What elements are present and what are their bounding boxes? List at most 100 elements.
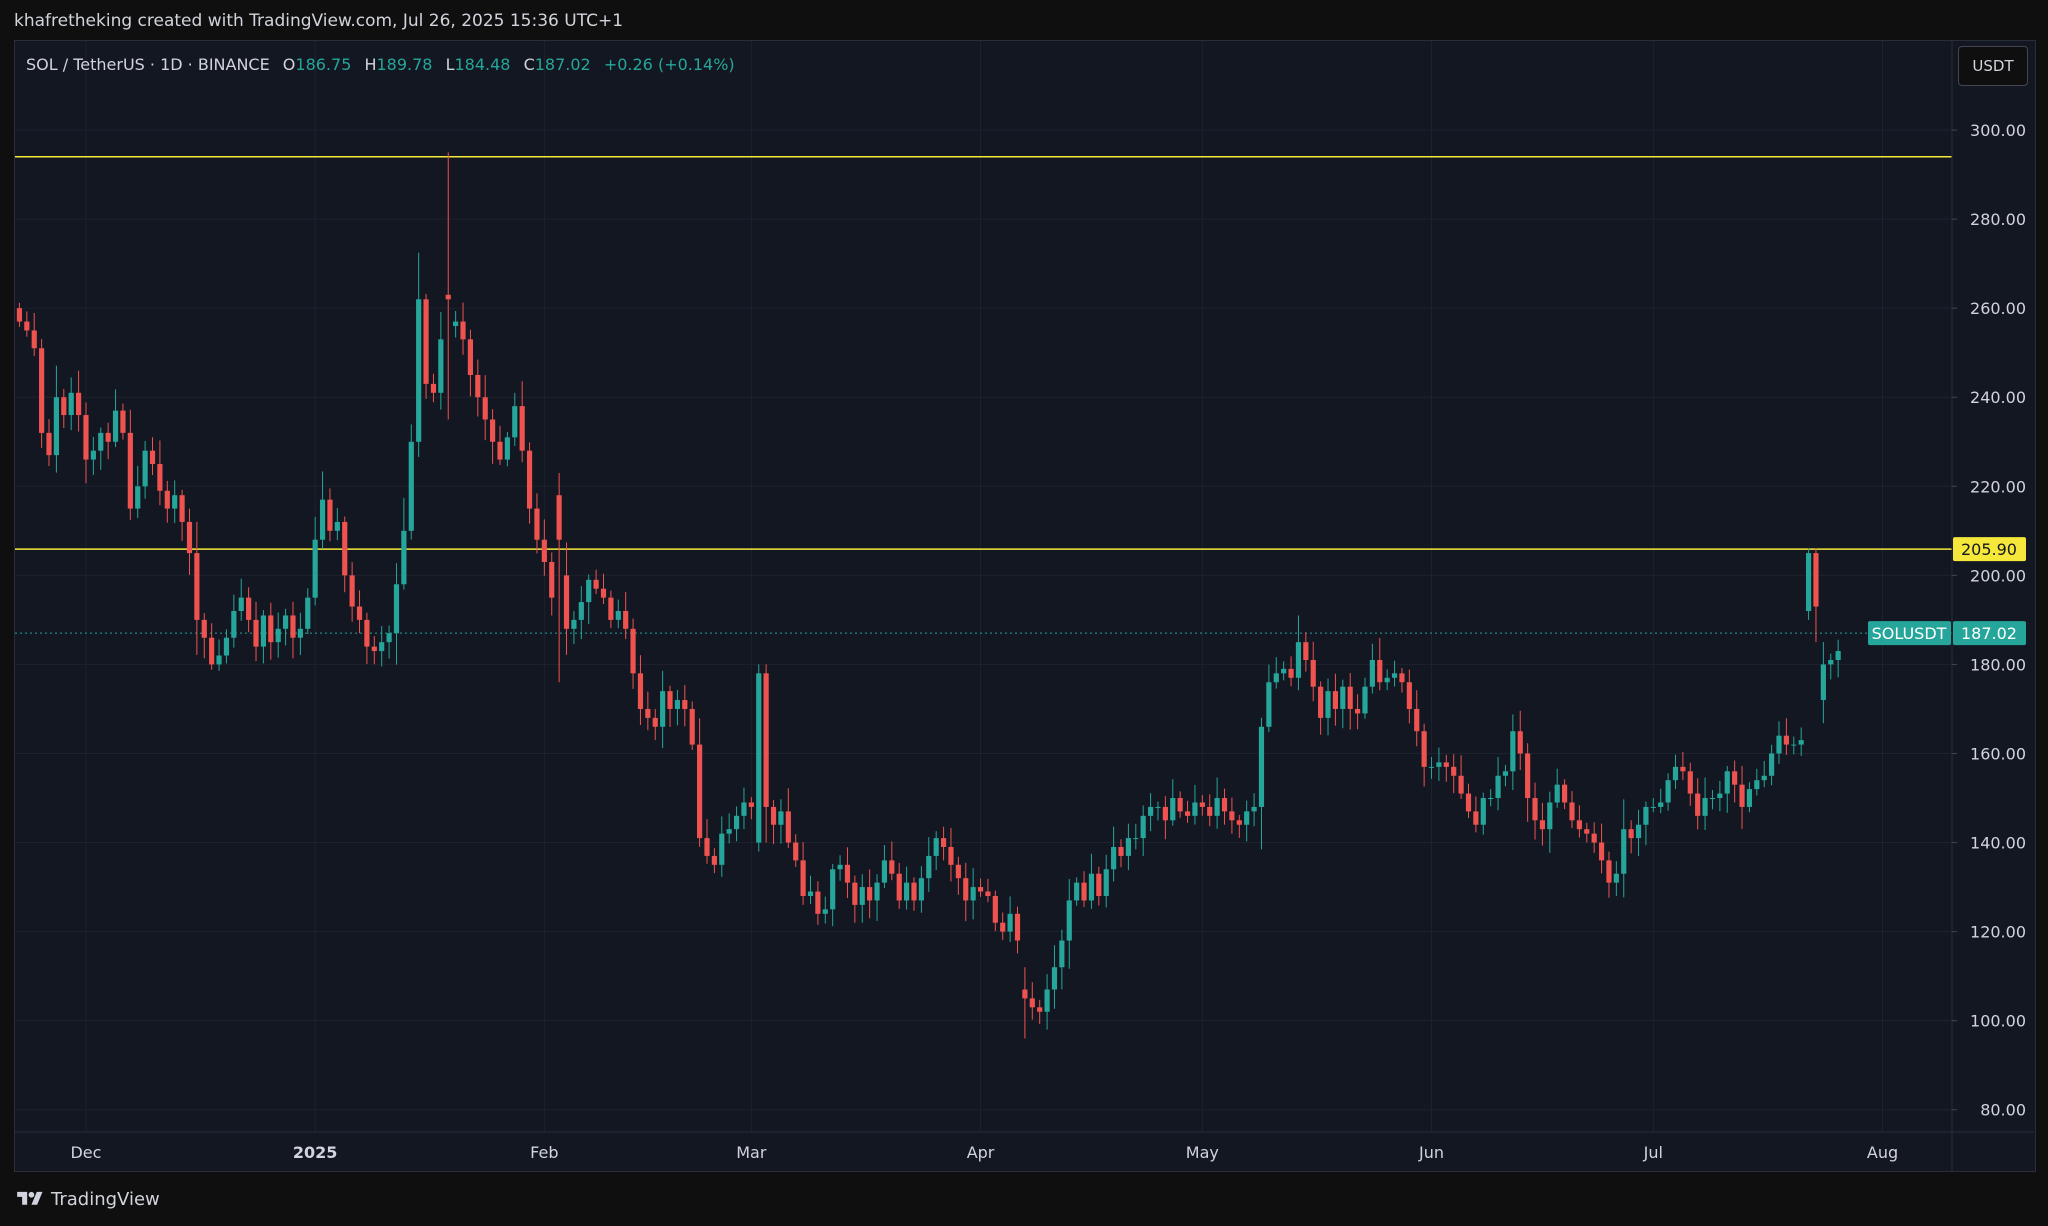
candle[interactable]: [164, 480, 170, 523]
candle[interactable]: [1805, 548, 1812, 620]
candle[interactable]: [874, 874, 880, 921]
candle[interactable]: [24, 311, 30, 337]
candle[interactable]: [704, 819, 710, 864]
candle[interactable]: [1480, 792, 1486, 835]
candle[interactable]: [1258, 717, 1265, 850]
candle[interactable]: [571, 610, 577, 645]
candle[interactable]: [1074, 877, 1080, 906]
candle[interactable]: [149, 437, 156, 476]
candle[interactable]: [1717, 780, 1723, 812]
candle[interactable]: [1709, 790, 1716, 810]
candle[interactable]: [453, 310, 459, 338]
candle[interactable]: [1665, 773, 1671, 811]
candle[interactable]: [926, 837, 932, 892]
candle[interactable]: [1739, 765, 1745, 829]
candle[interactable]: [1014, 906, 1021, 954]
candle[interactable]: [127, 409, 133, 520]
candle[interactable]: [1813, 548, 1819, 643]
candle[interactable]: [1732, 760, 1738, 803]
candle[interactable]: [563, 542, 570, 655]
candle[interactable]: [726, 813, 732, 844]
candle[interactable]: [785, 788, 791, 848]
candle[interactable]: [1266, 664, 1272, 733]
candle[interactable]: [1140, 805, 1146, 856]
candle[interactable]: [1406, 669, 1412, 724]
candle[interactable]: [896, 862, 902, 909]
currency-button[interactable]: USDT: [1958, 46, 2028, 86]
candle[interactable]: [1724, 765, 1730, 813]
candle[interactable]: [1303, 632, 1309, 672]
candle[interactable]: [1510, 714, 1516, 791]
candle[interactable]: [1613, 861, 1619, 896]
candle[interactable]: [1318, 681, 1324, 735]
candle[interactable]: [1147, 793, 1154, 832]
candle[interactable]: [68, 377, 74, 431]
candle[interactable]: [512, 392, 518, 446]
candle[interactable]: [830, 863, 836, 927]
candle[interactable]: [1502, 764, 1509, 787]
candle[interactable]: [172, 480, 178, 523]
candle[interactable]: [586, 574, 592, 625]
candle[interactable]: [985, 878, 991, 903]
candle[interactable]: [408, 424, 414, 540]
candle[interactable]: [1547, 791, 1553, 853]
candle[interactable]: [1436, 747, 1442, 781]
symbol-title[interactable]: SOL / TetherUS · 1D · BINANCE: [26, 55, 270, 74]
candle[interactable]: [1325, 678, 1331, 736]
candle[interactable]: [253, 601, 259, 662]
candle[interactable]: [674, 689, 681, 726]
candle[interactable]: [667, 685, 673, 727]
candle[interactable]: [490, 409, 496, 464]
candle[interactable]: [1391, 660, 1398, 687]
candle[interactable]: [1022, 967, 1028, 1039]
candle[interactable]: [593, 569, 599, 595]
candle[interactable]: [438, 311, 444, 410]
candle[interactable]: [61, 388, 67, 428]
candle[interactable]: [1680, 752, 1686, 781]
candle[interactable]: [1088, 853, 1095, 909]
candle[interactable]: [1650, 798, 1656, 813]
candle[interactable]: [859, 874, 865, 923]
candle[interactable]: [401, 497, 407, 590]
candle[interactable]: [1362, 677, 1368, 719]
candle[interactable]: [1761, 760, 1767, 788]
candle[interactable]: [157, 440, 163, 506]
candle[interactable]: [1199, 795, 1205, 816]
candle[interactable]: [334, 508, 340, 541]
tradingview-logo[interactable]: TradingView: [14, 1189, 160, 1210]
candle[interactable]: [1051, 945, 1058, 1009]
candle[interactable]: [1177, 791, 1183, 818]
candle[interactable]: [519, 381, 525, 463]
candle[interactable]: [852, 875, 858, 923]
time-axis[interactable]: Dec 2025 Feb Mar Apr May Jun Jul Aug: [70, 1143, 1898, 1162]
candle[interactable]: [1229, 797, 1235, 834]
candle[interactable]: [1059, 929, 1065, 990]
candle[interactable]: [1207, 794, 1213, 827]
candle[interactable]: [977, 878, 984, 897]
candle[interactable]: [1192, 784, 1198, 825]
candle[interactable]: [963, 862, 969, 922]
candle[interactable]: [1776, 721, 1782, 764]
candle[interactable]: [645, 691, 651, 731]
candle[interactable]: [800, 842, 806, 905]
candle[interactable]: [600, 573, 607, 604]
candle[interactable]: [970, 868, 976, 920]
candle[interactable]: [1044, 974, 1050, 1030]
candle[interactable]: [275, 612, 281, 658]
candle[interactable]: [1769, 744, 1775, 786]
candle[interactable]: [541, 519, 547, 576]
candle[interactable]: [660, 670, 666, 749]
candle[interactable]: [1576, 805, 1582, 838]
candle[interactable]: [711, 848, 717, 874]
candle[interactable]: [1517, 710, 1523, 770]
candle[interactable]: [549, 552, 555, 616]
candle[interactable]: [1783, 718, 1789, 755]
candle[interactable]: [578, 586, 584, 640]
candle[interactable]: [386, 625, 392, 659]
candle[interactable]: [1170, 779, 1176, 826]
candle[interactable]: [682, 685, 688, 727]
candle[interactable]: [807, 875, 814, 904]
candle[interactable]: [822, 896, 828, 924]
candle[interactable]: [1458, 755, 1464, 799]
candle[interactable]: [216, 639, 222, 671]
